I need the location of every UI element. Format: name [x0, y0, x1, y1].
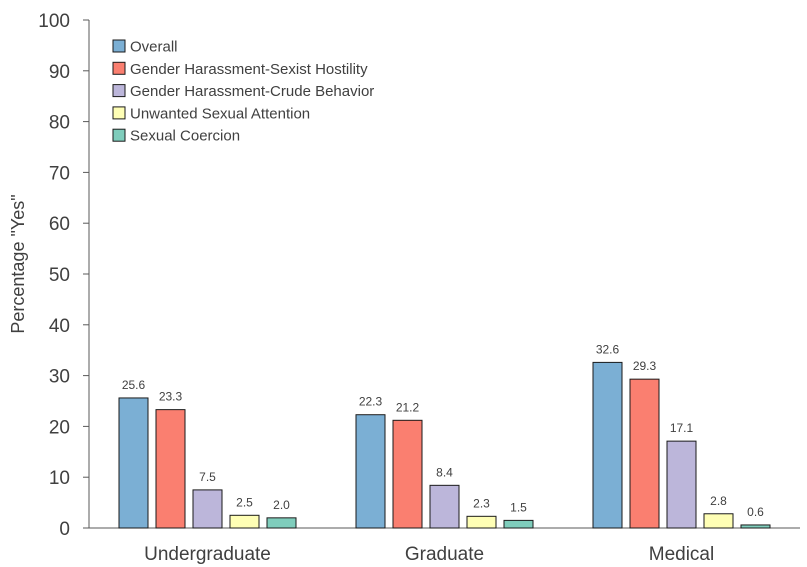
legend-swatch: [112, 39, 126, 53]
data-label: 2.3: [473, 496, 490, 510]
data-label: 0.6: [747, 505, 764, 519]
legend-label: Sexual Coercion: [130, 128, 240, 145]
data-label: 22.3: [359, 395, 383, 409]
data-label: 25.6: [122, 378, 146, 392]
bar-graduate-series-4: [466, 515, 497, 529]
bar-undergraduate-series-2: [155, 409, 186, 529]
legend-swatch: [112, 128, 126, 142]
x-axis: Undergraduate Graduate Medical: [89, 527, 800, 565]
bars: [118, 361, 771, 529]
data-label: 29.3: [633, 359, 657, 373]
bar-graduate-series-3: [429, 484, 460, 529]
legend: Overall Gender Harassment-Sexist Hostilit…: [112, 39, 374, 145]
y-tick-label: 50: [49, 265, 70, 286]
bar-undergraduate-series-3: [192, 489, 223, 529]
bar-undergraduate-series-1: [118, 397, 149, 529]
y-tick-label: 20: [49, 417, 70, 438]
y-tick-label: 80: [49, 113, 70, 134]
legend-swatch: [112, 84, 126, 98]
y-tick-label: 0: [59, 519, 70, 540]
data-label: 1.5: [510, 500, 527, 514]
y-tick-label: 90: [49, 62, 70, 83]
bar-medical-series-1: [592, 361, 623, 529]
bar-graduate-series-1: [355, 414, 386, 529]
data-labels: 25.6 23.3 7.5 2.5 2.0 22.3 21.2 8.4 2.3 1.5 32.6 29…: [122, 342, 764, 519]
data-label: 17.1: [670, 421, 694, 435]
y-axis-title: Percentage "Yes": [8, 194, 28, 333]
legend-swatch: [112, 106, 126, 120]
bar-graduate-series-5: [503, 519, 534, 529]
y-tick-label: 60: [49, 214, 70, 235]
y-tick-label: 40: [49, 316, 70, 337]
data-label: 7.5: [199, 470, 216, 484]
x-tick-label: Undergraduate: [144, 544, 271, 565]
x-tick-label: Medical: [649, 544, 714, 565]
bar-undergraduate-series-4: [229, 514, 260, 529]
y-tick-label: 10: [49, 468, 70, 489]
data-label: 8.4: [436, 465, 453, 479]
data-label: 21.2: [396, 400, 420, 414]
y-tick-label: 30: [49, 367, 70, 388]
bar-medical-series-3: [666, 440, 697, 529]
y-axis: 0 10 20 30 40 50 60 70 80 90 100: [38, 11, 90, 540]
data-label: 2.5: [236, 495, 253, 509]
bar-medical-series-2: [629, 378, 660, 529]
x-tick-label: Graduate: [405, 544, 484, 565]
data-label: 2.8: [710, 494, 727, 508]
legend-swatch: [112, 61, 126, 75]
bar-medical-series-5: [740, 524, 771, 529]
y-tick-label: 70: [49, 163, 70, 184]
data-label: 23.3: [159, 390, 183, 404]
legend-label: Gender Harassment-Sexist Hostility: [130, 61, 368, 78]
bar-graduate-series-2: [392, 419, 423, 529]
bar-undergraduate-series-5: [266, 517, 297, 529]
y-tick-label: 100: [38, 11, 70, 32]
legend-label: Overall: [130, 39, 178, 56]
data-label: 2.0: [273, 498, 290, 512]
data-label: 32.6: [596, 342, 620, 356]
bar-medical-series-4: [703, 513, 734, 529]
legend-label: Gender Harassment-Crude Behavior: [130, 83, 374, 100]
legend-label: Unwanted Sexual Attention: [130, 105, 310, 122]
